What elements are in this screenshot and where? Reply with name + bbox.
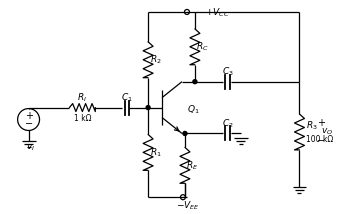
- Text: −: −: [317, 136, 326, 146]
- Text: $R_C$: $R_C$: [196, 41, 208, 53]
- Text: 1 kΩ: 1 kΩ: [74, 114, 91, 123]
- Circle shape: [193, 80, 197, 84]
- Text: $C_1$: $C_1$: [121, 91, 133, 104]
- Circle shape: [146, 106, 150, 110]
- Text: $v_O$: $v_O$: [321, 127, 333, 137]
- Text: 100 kΩ: 100 kΩ: [306, 135, 334, 144]
- Text: $+V_{CC}$: $+V_{CC}$: [205, 7, 229, 19]
- Text: $-V_{EE}$: $-V_{EE}$: [176, 200, 200, 213]
- Text: $R_2$: $R_2$: [150, 54, 162, 66]
- Text: +: +: [25, 111, 33, 120]
- Text: $R_1$: $R_1$: [150, 146, 162, 159]
- Text: $v_I$: $v_I$: [26, 142, 35, 153]
- Text: $R_3$: $R_3$: [306, 120, 318, 132]
- Text: $C_3$: $C_3$: [222, 65, 234, 78]
- Text: +: +: [317, 118, 326, 128]
- Text: −: −: [24, 119, 33, 129]
- Text: $R_I$: $R_I$: [78, 91, 87, 104]
- Text: $C_2$: $C_2$: [222, 117, 234, 130]
- Text: $Q_1$: $Q_1$: [187, 103, 200, 116]
- Text: $R_E$: $R_E$: [186, 159, 198, 172]
- Circle shape: [183, 131, 187, 135]
